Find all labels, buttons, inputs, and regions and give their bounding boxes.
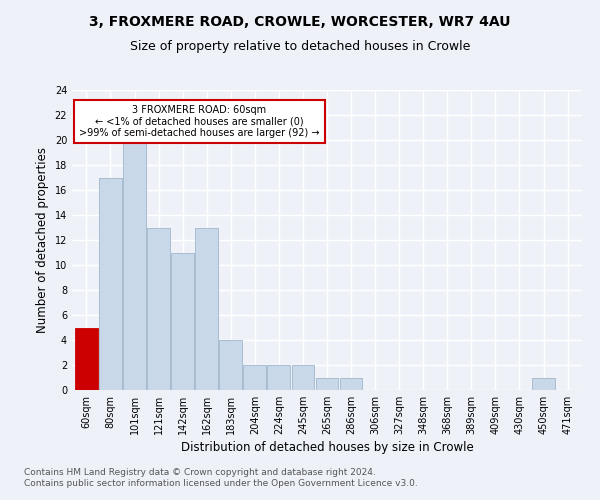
Bar <box>123 140 146 390</box>
Bar <box>75 328 98 390</box>
Bar <box>292 365 314 390</box>
Bar <box>532 378 555 390</box>
Text: 3 FROXMERE ROAD: 60sqm
← <1% of detached houses are smaller (0)
>99% of semi-det: 3 FROXMERE ROAD: 60sqm ← <1% of detached… <box>79 105 320 138</box>
Bar <box>244 365 266 390</box>
X-axis label: Distribution of detached houses by size in Crowle: Distribution of detached houses by size … <box>181 441 473 454</box>
Text: Contains HM Land Registry data © Crown copyright and database right 2024.
Contai: Contains HM Land Registry data © Crown c… <box>24 468 418 487</box>
Bar <box>316 378 338 390</box>
Bar <box>220 340 242 390</box>
Bar <box>340 378 362 390</box>
Bar <box>147 228 170 390</box>
Y-axis label: Number of detached properties: Number of detached properties <box>36 147 49 333</box>
Bar <box>99 178 122 390</box>
Bar <box>171 252 194 390</box>
Bar <box>195 228 218 390</box>
Text: Size of property relative to detached houses in Crowle: Size of property relative to detached ho… <box>130 40 470 53</box>
Bar <box>268 365 290 390</box>
Text: 3, FROXMERE ROAD, CROWLE, WORCESTER, WR7 4AU: 3, FROXMERE ROAD, CROWLE, WORCESTER, WR7… <box>89 15 511 29</box>
